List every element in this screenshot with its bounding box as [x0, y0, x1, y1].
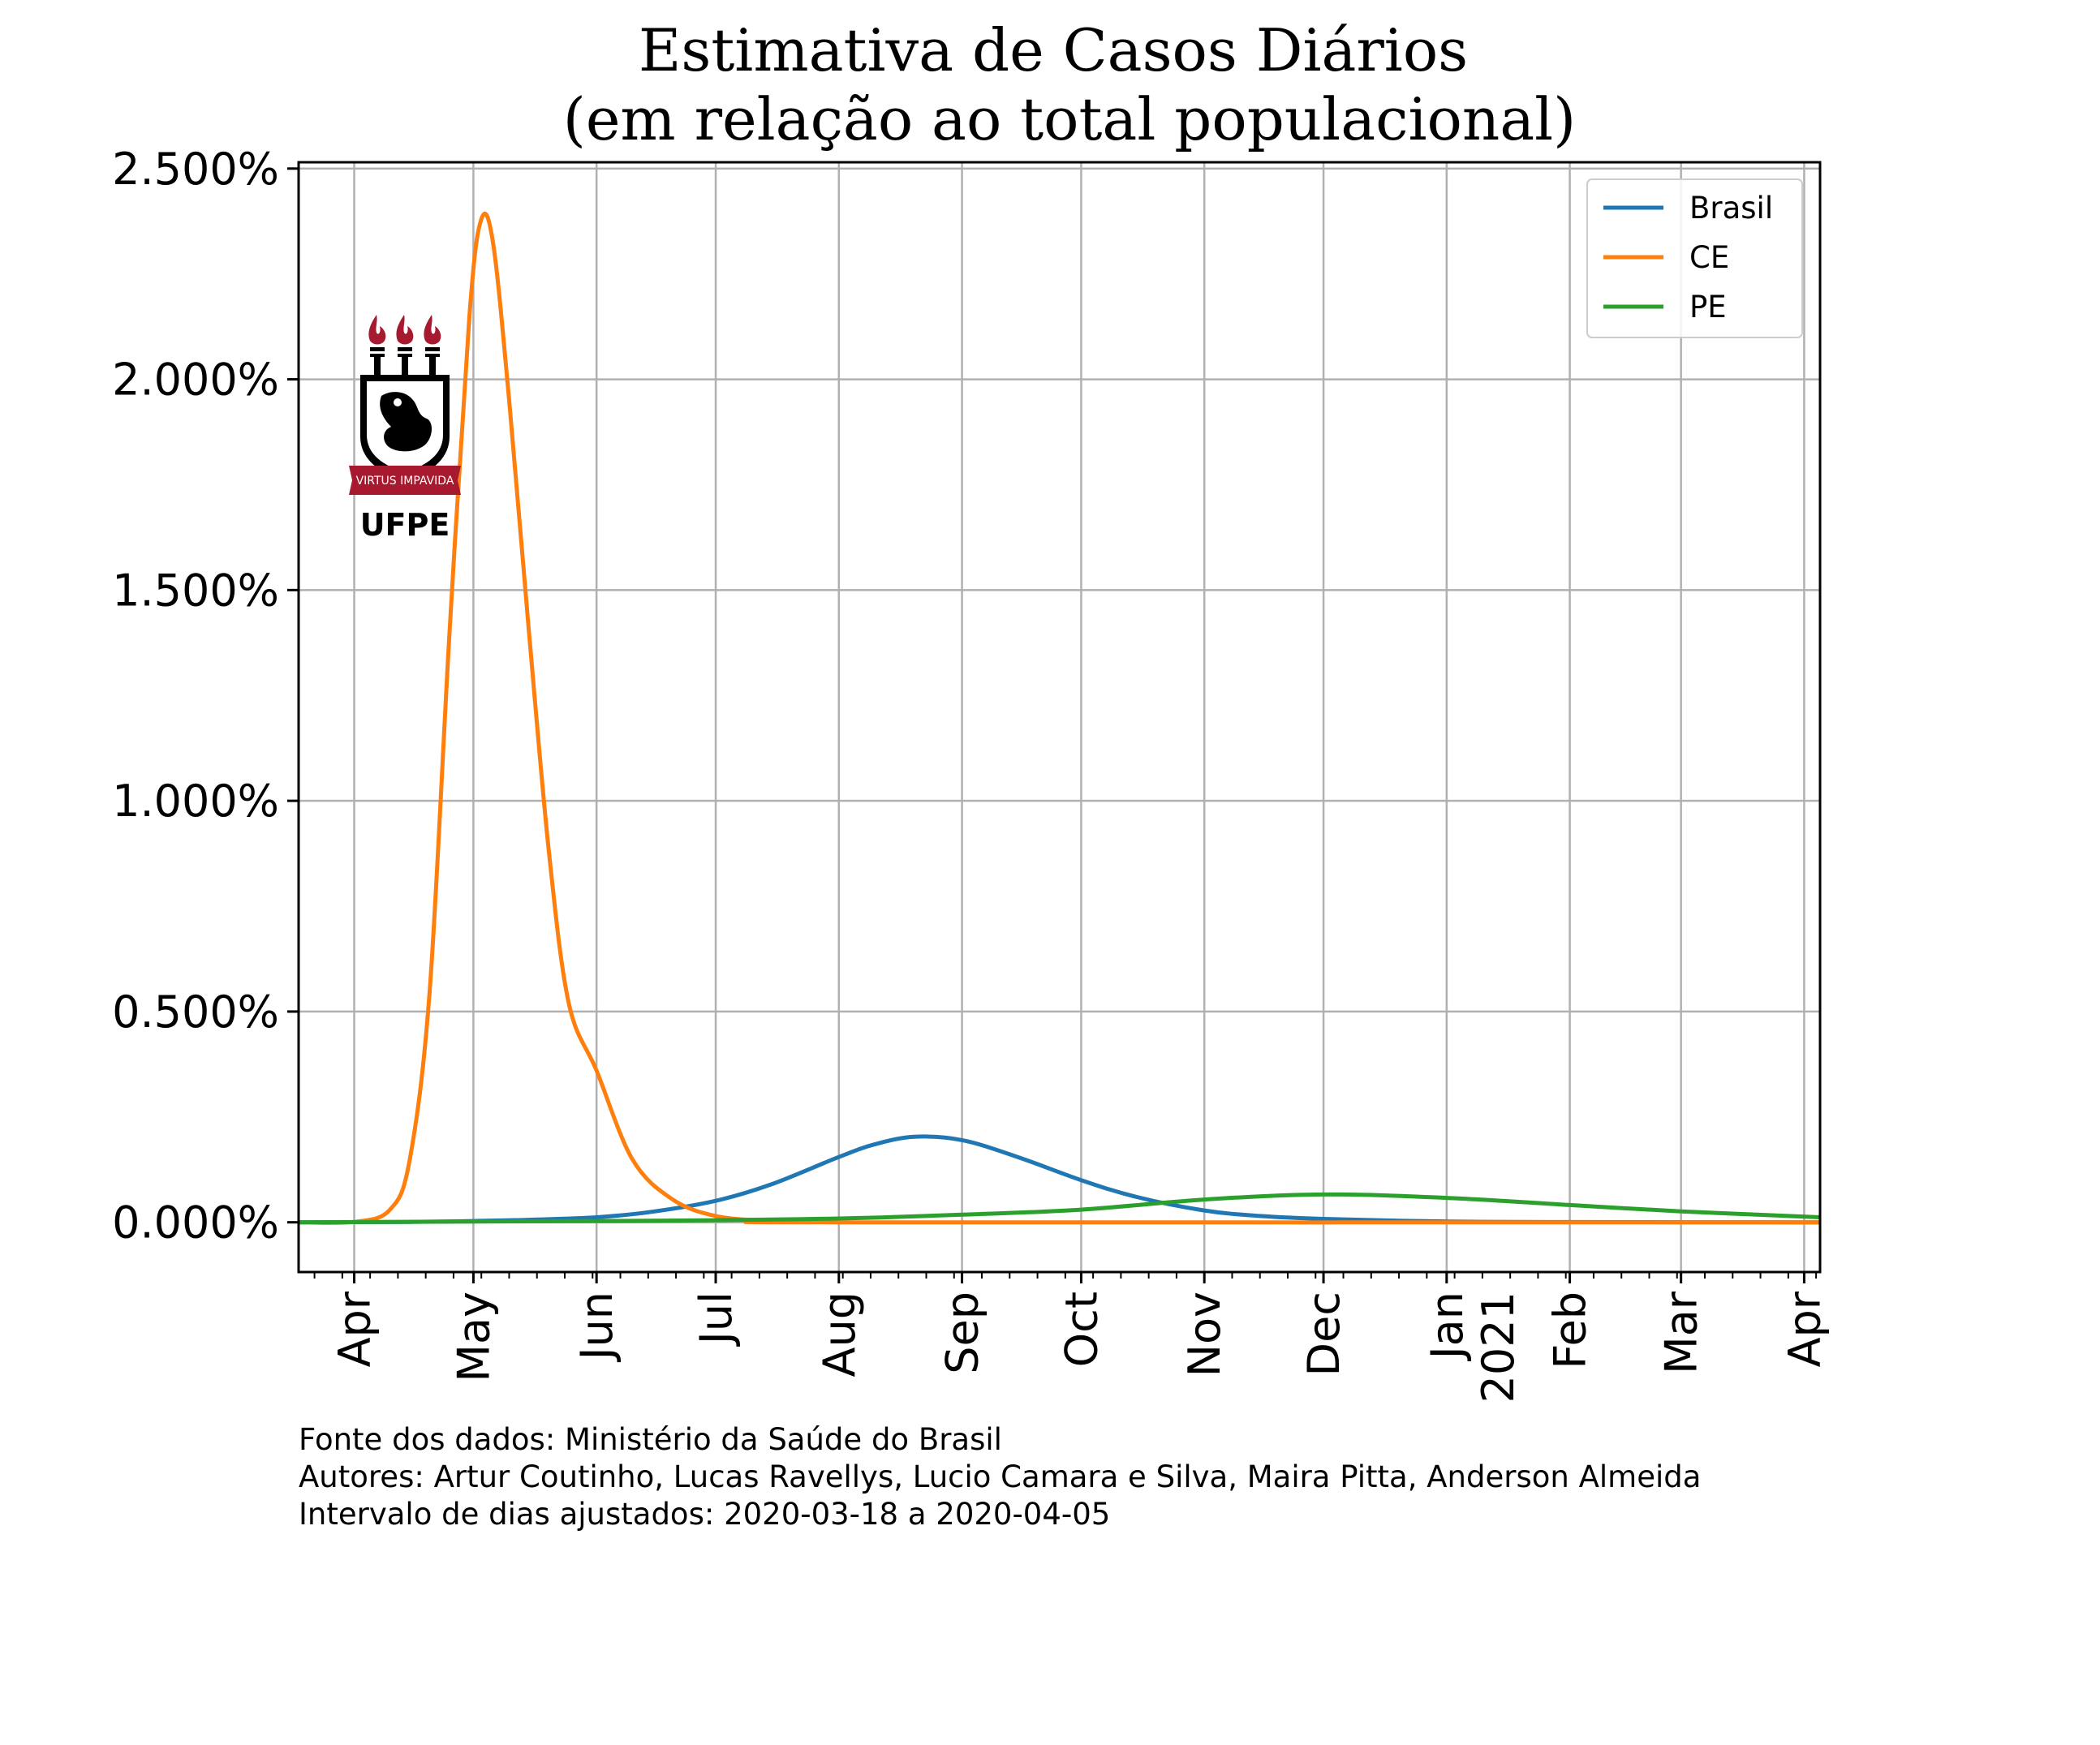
x-tick-label: Mar	[1656, 1291, 1707, 1374]
plot-lines	[298, 212, 1821, 1225]
x-tick-label-text: May	[448, 1292, 499, 1382]
x-tick-label: Sep	[937, 1292, 988, 1374]
torch-icon	[396, 315, 414, 375]
torch-icon	[424, 315, 441, 375]
motto-ribbon: VIRTUS IMPAVIDA	[349, 466, 461, 495]
x-tick-label-text: Apr	[329, 1291, 381, 1367]
x-tick-label: Dec	[1298, 1292, 1349, 1377]
x-tick-label-text: Jan	[1422, 1292, 1473, 1361]
y-tick-label: 0.000%	[112, 1197, 279, 1249]
x-tick-label: Oct	[1056, 1292, 1107, 1367]
footer: Fonte dos dados: Ministério da Saúde do …	[299, 1421, 1701, 1533]
y-axis: 0.000% 0.500% 1.000% 1.500% 2.000% 2.500%	[112, 144, 299, 1249]
chart-title-line-1: Estimativa de Casos Diários	[639, 16, 1468, 84]
x-tick-label: Jul	[691, 1292, 742, 1347]
logo-wordmark: UFPE	[360, 507, 450, 543]
x-tick-label: Jan 2021	[1422, 1292, 1524, 1403]
legend: Brasil CE PE	[1586, 178, 1803, 338]
plot-area	[297, 161, 1822, 1274]
y-tick-label: 2.500%	[112, 144, 279, 195]
x-tick-label: Jun	[571, 1292, 622, 1362]
x-tick-label-text: Dec	[1298, 1292, 1349, 1377]
shield-icon	[360, 375, 450, 480]
chart-title-line-2: (em relação ao total populacional)	[563, 85, 1577, 153]
x-tick-label: Apr	[329, 1291, 381, 1367]
x-tick-label: Feb	[1545, 1292, 1596, 1369]
x-tick-label-text: Jun	[571, 1292, 622, 1362]
footer-fit-interval: Intervalo de dias ajustados: 2020-03-18 …	[299, 1497, 1111, 1532]
legend-label-ce: CE	[1689, 240, 1729, 275]
x-tick-label-year: 2021	[1473, 1292, 1524, 1403]
x-tick-label: Nov	[1179, 1292, 1230, 1377]
footer-authors: Autores: Artur Coutinho, Lucas Ravellys,…	[299, 1459, 1702, 1494]
grid	[299, 162, 1820, 1272]
x-tick-label-text: Sep	[937, 1292, 988, 1374]
y-tick-label: 0.500%	[112, 986, 279, 1038]
x-tick-label: Apr	[1779, 1291, 1830, 1367]
legend-label-brasil: Brasil	[1689, 191, 1773, 226]
footer-source: Fonte dos dados: Ministério da Saúde do …	[299, 1422, 1002, 1457]
torch-icon	[368, 315, 386, 375]
logo-motto: VIRTUS IMPAVIDA	[356, 475, 454, 488]
x-tick-label: May	[448, 1292, 499, 1382]
x-tick-label: Aug	[814, 1292, 865, 1377]
x-tick-label-text: Mar	[1656, 1291, 1707, 1374]
x-tick-label-text: Oct	[1056, 1292, 1107, 1367]
x-tick-label-text: Feb	[1545, 1292, 1596, 1369]
x-tick-label-text: Apr	[1779, 1291, 1830, 1367]
x-tick-label-text: Jul	[691, 1292, 742, 1347]
x-tick-label-text: Aug	[814, 1292, 865, 1377]
x-axis: Apr May Jun Jul Aug Sep Oct Nov Dec Jan 2021 Feb Mar…	[313, 1272, 1830, 1403]
legend-label-pe: PE	[1689, 290, 1727, 325]
y-tick-label: 1.000%	[112, 776, 279, 827]
ufpe-logo: VIRTUS IMPAVIDA UFPE	[349, 315, 461, 543]
y-tick-label: 1.500%	[112, 565, 279, 616]
y-tick-label: 2.000%	[112, 355, 279, 406]
series-line-ce	[298, 212, 1821, 1225]
series-line-pe	[298, 1192, 1821, 1225]
x-tick-label-text: Nov	[1179, 1292, 1230, 1377]
